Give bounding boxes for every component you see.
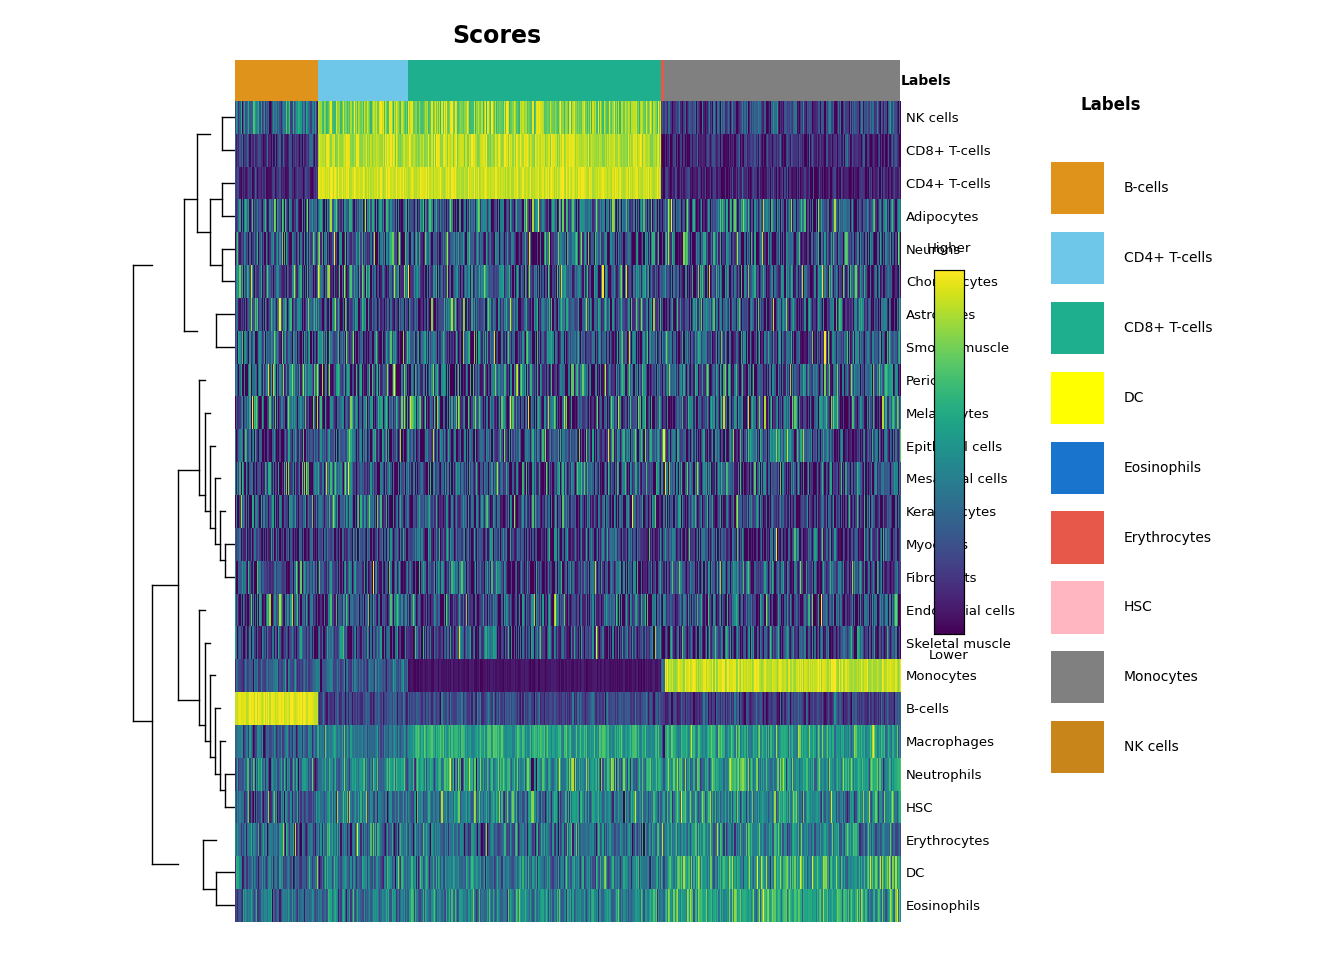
Bar xyxy=(661,60,664,101)
FancyBboxPatch shape xyxy=(1051,582,1105,634)
Text: Higher: Higher xyxy=(926,242,972,255)
Text: CD8+ T-cells: CD8+ T-cells xyxy=(1124,321,1212,335)
FancyBboxPatch shape xyxy=(1051,651,1105,704)
Text: Monocytes: Monocytes xyxy=(1124,670,1199,684)
FancyBboxPatch shape xyxy=(1051,721,1105,774)
Text: B-cells: B-cells xyxy=(1124,181,1169,195)
Text: Erythrocytes: Erythrocytes xyxy=(1124,531,1211,544)
Text: HSC: HSC xyxy=(1124,601,1152,614)
Text: DC: DC xyxy=(1124,391,1144,405)
Bar xyxy=(235,60,319,101)
FancyBboxPatch shape xyxy=(1051,512,1105,564)
FancyBboxPatch shape xyxy=(1051,232,1105,284)
FancyBboxPatch shape xyxy=(1051,372,1105,424)
Bar xyxy=(319,60,409,101)
Text: CD4+ T-cells: CD4+ T-cells xyxy=(1124,252,1212,265)
Text: NK cells: NK cells xyxy=(1124,740,1179,755)
FancyBboxPatch shape xyxy=(1051,442,1105,493)
Text: Labels: Labels xyxy=(1081,96,1141,114)
Text: Lower: Lower xyxy=(929,649,969,661)
Bar xyxy=(664,60,900,101)
Text: Labels: Labels xyxy=(900,74,952,87)
Text: Eosinophils: Eosinophils xyxy=(1124,461,1202,474)
FancyBboxPatch shape xyxy=(1051,162,1105,214)
FancyBboxPatch shape xyxy=(1051,301,1105,354)
Text: Scores: Scores xyxy=(453,24,542,48)
Bar xyxy=(409,60,661,101)
